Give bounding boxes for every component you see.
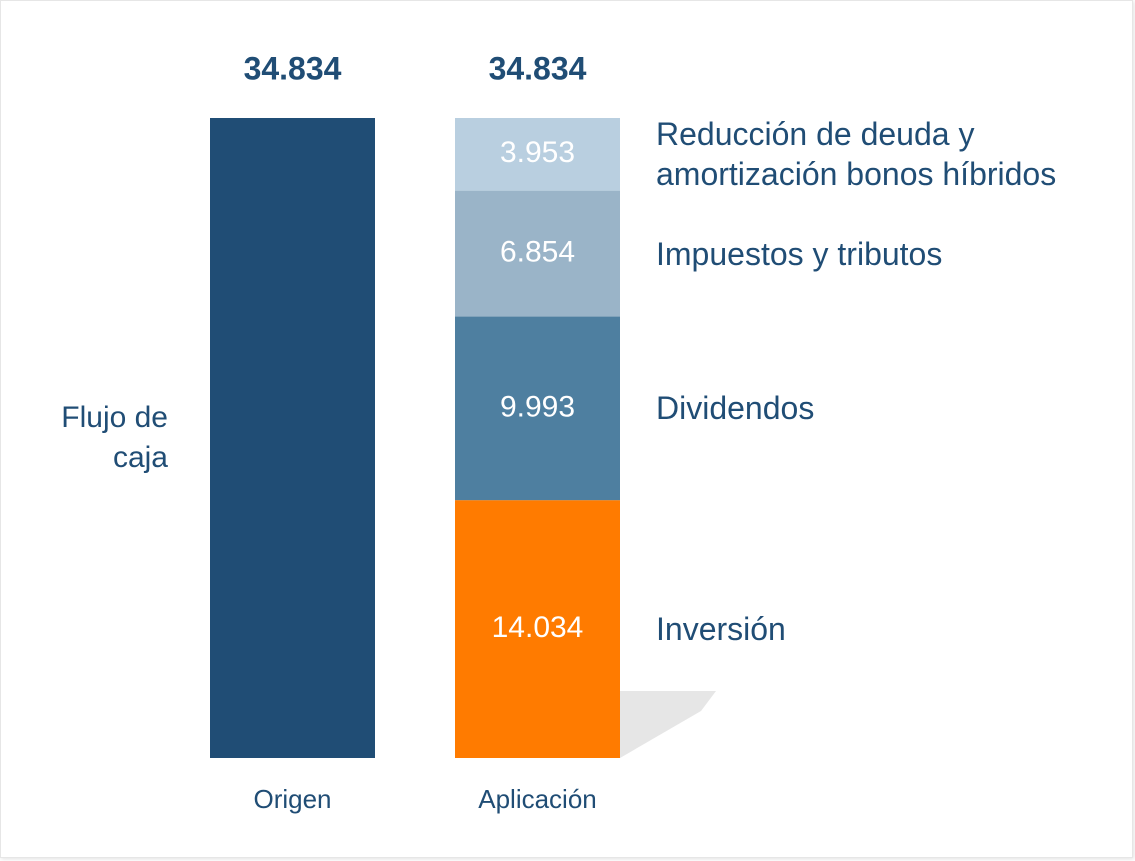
bar-segment: [210, 118, 375, 758]
x-tick-label: Origen: [253, 784, 331, 814]
bar-segment: [455, 500, 620, 758]
bar-segment: [455, 316, 620, 501]
series-label: Flujo de caja: [61, 401, 168, 474]
segment-label: 6.854: [500, 236, 575, 269]
total-label: 34.834: [489, 50, 587, 86]
bar-segment: [455, 118, 620, 191]
bar-shadow: [620, 691, 716, 758]
segment-label: 3.953: [500, 136, 575, 169]
series-label: Inversión: [656, 611, 786, 648]
series-label: Dividendos: [656, 390, 815, 427]
series-label: Reducción de deuda y amortización bonos …: [656, 116, 1057, 193]
bar-segment: [455, 190, 620, 317]
segment-label: 9.993: [500, 390, 575, 423]
total-label: 34.834: [244, 50, 342, 86]
series-label: Impuestos y tributos: [656, 235, 943, 272]
segment-label: 14.034: [492, 611, 584, 644]
x-tick-label: Aplicación: [478, 784, 597, 814]
